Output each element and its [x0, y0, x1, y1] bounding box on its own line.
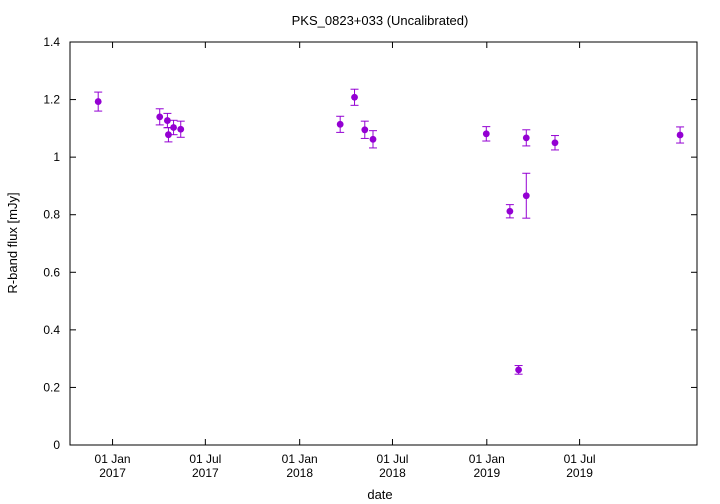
data-point	[514, 365, 523, 375]
data-point	[350, 88, 359, 106]
x-tick-label-year: 2018	[379, 466, 406, 480]
y-tick-label: 1.2	[43, 93, 60, 107]
x-tick-label: 01 Jan	[469, 452, 505, 466]
data-point	[336, 115, 345, 133]
x-axis-label: date	[367, 487, 392, 502]
data-point	[505, 204, 514, 219]
point-marker	[506, 207, 514, 215]
data-point	[522, 172, 531, 219]
data-point	[164, 126, 173, 143]
point-marker	[522, 134, 530, 142]
x-tick-label: 01 Jan	[282, 452, 318, 466]
point-marker	[676, 131, 684, 139]
data-point	[550, 135, 559, 151]
point-marker	[361, 126, 369, 134]
x-tick-label: 01 Jul	[189, 452, 221, 466]
point-marker	[351, 93, 358, 101]
point-marker	[177, 125, 185, 133]
x-tick-label: 01 Jan	[95, 452, 131, 466]
point-marker	[515, 366, 522, 374]
plot-frame	[69, 41, 698, 446]
data-point	[482, 126, 491, 142]
point-marker	[369, 135, 377, 143]
point-marker	[170, 124, 177, 131]
y-tick-label: 0.8	[43, 208, 60, 222]
point-marker	[522, 192, 530, 200]
point-marker	[94, 98, 102, 105]
data-point	[169, 119, 178, 136]
chart-title: PKS_0823+033 (Uncalibrated)	[292, 13, 469, 28]
x-tick-label: 01 Jul	[564, 452, 596, 466]
y-tick-label: 0.2	[43, 380, 60, 394]
y-axis-label: R-band flux [mJy]	[5, 192, 20, 293]
y-tick-label: 1.4	[43, 35, 60, 49]
data-point	[522, 129, 531, 147]
data-point	[155, 108, 164, 126]
data-point	[94, 91, 103, 112]
y-tick-label: 0.6	[43, 265, 60, 279]
data-point	[360, 120, 369, 139]
point-marker	[164, 117, 171, 124]
point-marker	[551, 139, 559, 147]
x-tick-label-year: 2017	[99, 466, 126, 480]
data-point	[676, 126, 685, 144]
x-tick-label-year: 2019	[473, 466, 500, 480]
x-tick-label: 01 Jul	[376, 452, 408, 466]
point-marker	[156, 113, 164, 121]
y-tick-label: 1	[53, 150, 60, 164]
point-marker	[336, 120, 344, 128]
data-point	[368, 130, 377, 149]
x-tick-label-year: 2018	[286, 466, 313, 480]
data-point	[176, 120, 185, 138]
point-marker	[482, 130, 490, 138]
point-marker	[165, 131, 172, 139]
x-tick-label-year: 2017	[192, 466, 219, 480]
y-tick-label: 0.4	[43, 323, 60, 337]
x-tick-label-year: 2019	[566, 466, 593, 480]
y-tick-label: 0	[53, 438, 60, 452]
